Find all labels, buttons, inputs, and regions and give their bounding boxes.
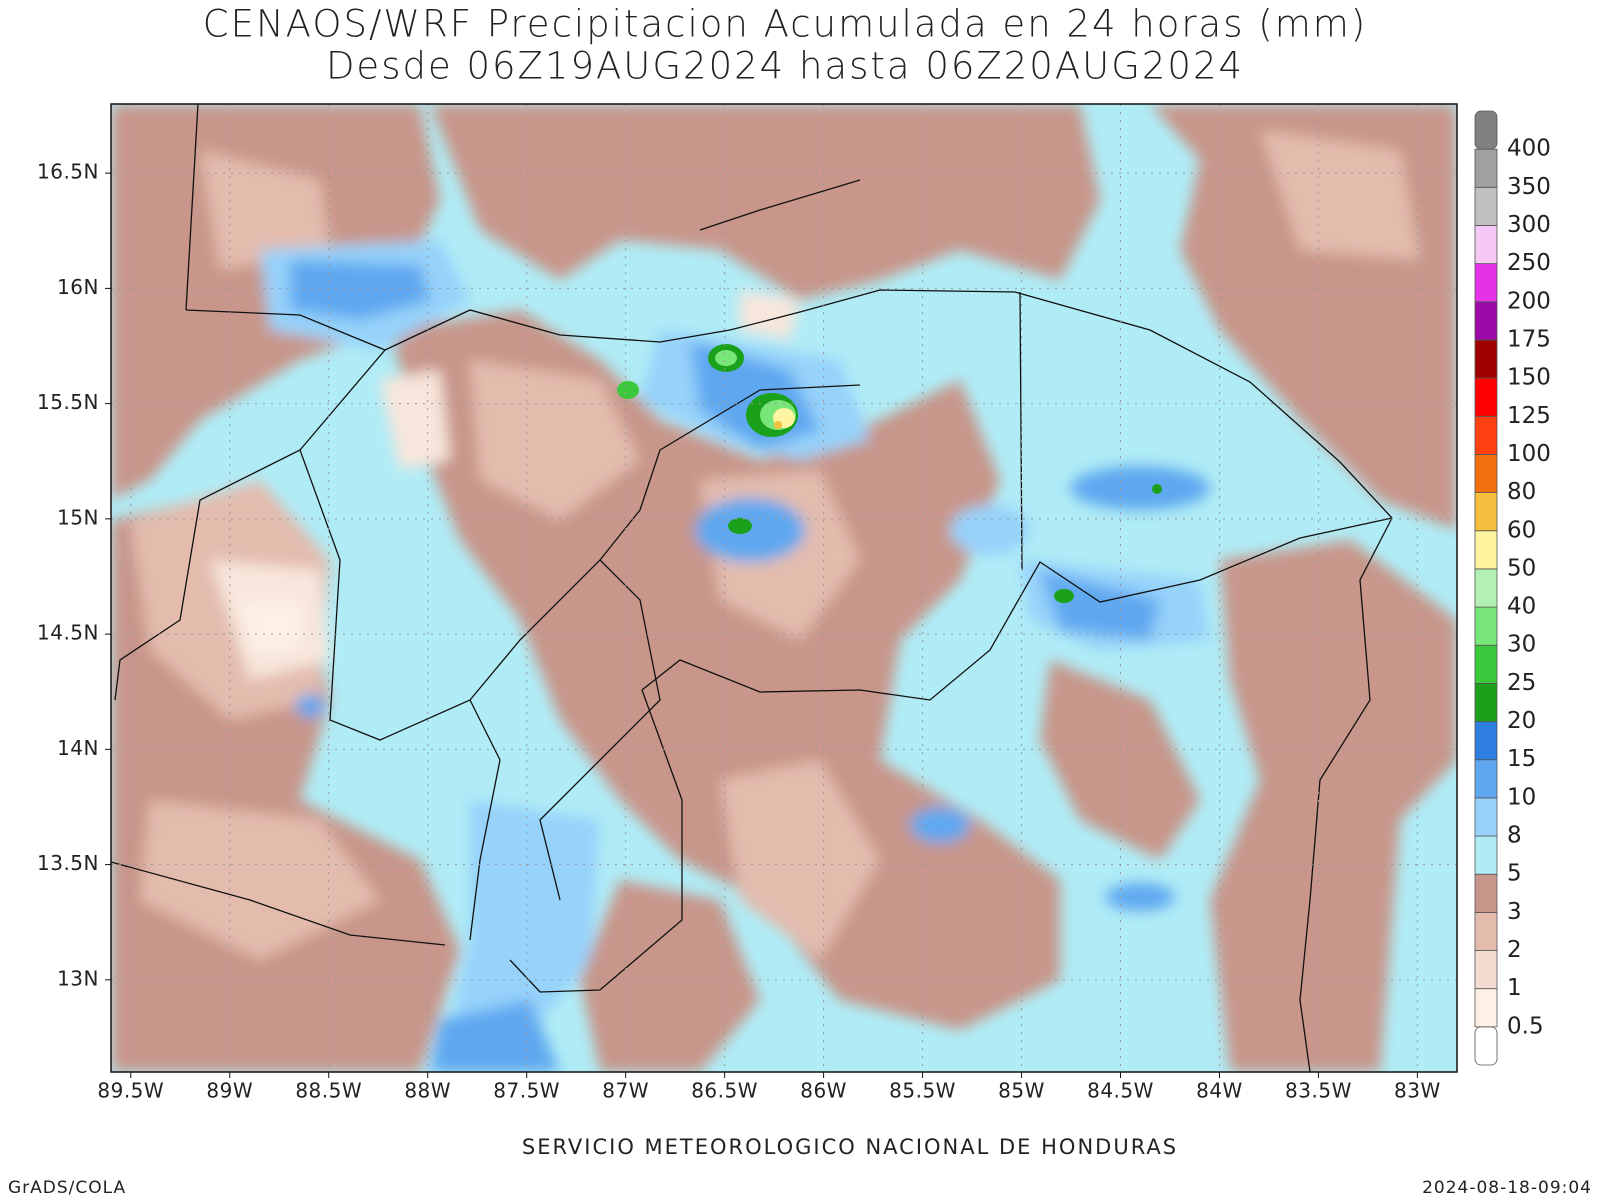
- x-tick-label: 84.5W: [1087, 1079, 1154, 1103]
- colorbar-box: [1474, 835, 1498, 875]
- colorbar-box: [1474, 644, 1498, 684]
- colorbar-label: 20: [1507, 708, 1536, 734]
- x-tick-label: 83W: [1394, 1079, 1441, 1103]
- precipitation-field: [111, 104, 1457, 1072]
- y-tick-label: 13.5N: [37, 851, 99, 875]
- colorbar-label: 3: [1507, 899, 1522, 925]
- colorbar-box: [1474, 263, 1498, 303]
- x-tick-label: 89W: [206, 1079, 253, 1103]
- colorbar-box: [1474, 301, 1498, 341]
- colorbar-box: [1474, 110, 1498, 150]
- colorbar-label: 5: [1507, 861, 1522, 887]
- y-tick-label: 14.5N: [37, 621, 99, 645]
- x-tick-label: 83.5W: [1285, 1079, 1352, 1103]
- map-frame: [110, 103, 1458, 1073]
- colorbar-box: [1474, 186, 1498, 226]
- colorbar-box: [1474, 492, 1498, 532]
- colorbar-label: 25: [1507, 670, 1536, 696]
- colorbar-label: 2: [1507, 937, 1522, 963]
- colorbar-label: 1: [1507, 975, 1522, 1001]
- colorbar-box: [1474, 568, 1498, 608]
- colorbar-label: 150: [1507, 365, 1551, 391]
- colorbar-box: [1474, 530, 1498, 570]
- colorbar-label: 80: [1507, 479, 1536, 505]
- x-tick-label: 85.5W: [889, 1079, 956, 1103]
- colorbar-box: [1474, 759, 1498, 799]
- colorbar-label: 8: [1507, 823, 1522, 849]
- colorbar-label: 10: [1507, 784, 1536, 810]
- x-tick-label: 85W: [998, 1079, 1045, 1103]
- y-tick-label: 16.5N: [37, 160, 99, 184]
- footer-right: 2024-08-18-09:04: [1422, 1178, 1592, 1198]
- colorbar-box: [1474, 148, 1498, 188]
- x-tick-label: 84W: [1196, 1079, 1243, 1103]
- x-tick-label: 88.5W: [295, 1079, 362, 1103]
- colorbar-label: 350: [1507, 174, 1551, 200]
- colorbar-box: [1474, 873, 1498, 913]
- colorbar-label: 200: [1507, 288, 1551, 314]
- colorbar-label: 40: [1507, 594, 1536, 620]
- colorbar-box: [1474, 911, 1498, 951]
- colorbar-box: [1474, 415, 1498, 455]
- colorbar-label: 125: [1507, 403, 1551, 429]
- x-tick-label: 88W: [404, 1079, 451, 1103]
- title: CENAOS/WRF Precipitacion Acumulada en 24…: [203, 3, 1367, 46]
- y-tick-label: 14N: [57, 736, 99, 760]
- y-tick-label: 16N: [57, 275, 99, 299]
- colorbar-label: 100: [1507, 441, 1551, 467]
- x-tick-label: 86W: [800, 1079, 847, 1103]
- y-tick-label: 13N: [57, 966, 99, 990]
- colorbar-box: [1474, 339, 1498, 379]
- colorbar-box: [1474, 721, 1498, 761]
- x-tick-label: 87W: [602, 1079, 649, 1103]
- colorbar-box: [1474, 988, 1498, 1028]
- colorbar-label: 250: [1507, 250, 1551, 276]
- y-tick-label: 15.5N: [37, 390, 99, 414]
- colorbar-box: [1474, 454, 1498, 494]
- colorbar-box: [1474, 377, 1498, 417]
- colorbar-label: 50: [1507, 555, 1536, 581]
- colorbar-label: 400: [1507, 136, 1551, 162]
- footer-center: SERVICIO METEOROLOGICO NACIONAL DE HONDU…: [522, 1135, 1178, 1159]
- colorbar-label: 0.5: [1507, 1013, 1544, 1039]
- colorbar-box: [1474, 683, 1498, 722]
- y-tick-label: 15N: [57, 505, 99, 529]
- colorbar-box: [1474, 950, 1498, 990]
- colorbar-label: 300: [1507, 212, 1551, 238]
- colorbar-box: [1474, 606, 1498, 646]
- colorbar-label: 60: [1507, 517, 1536, 543]
- colorbar-box: [1474, 225, 1498, 265]
- colorbar-label: 15: [1507, 746, 1536, 772]
- footer-left: GrADS/COLA: [8, 1178, 126, 1198]
- subtitle: Desde 06Z19AUG2024 hasta 06Z20AUG2024: [326, 45, 1244, 88]
- colorbar-box: [1474, 1026, 1498, 1066]
- x-tick-label: 86.5W: [691, 1079, 758, 1103]
- x-tick-label: 89.5W: [97, 1079, 164, 1103]
- colorbar-label: 175: [1507, 326, 1551, 352]
- colorbar-label: 30: [1507, 632, 1536, 658]
- x-tick-label: 87.5W: [493, 1079, 560, 1103]
- colorbar-box: [1474, 797, 1498, 837]
